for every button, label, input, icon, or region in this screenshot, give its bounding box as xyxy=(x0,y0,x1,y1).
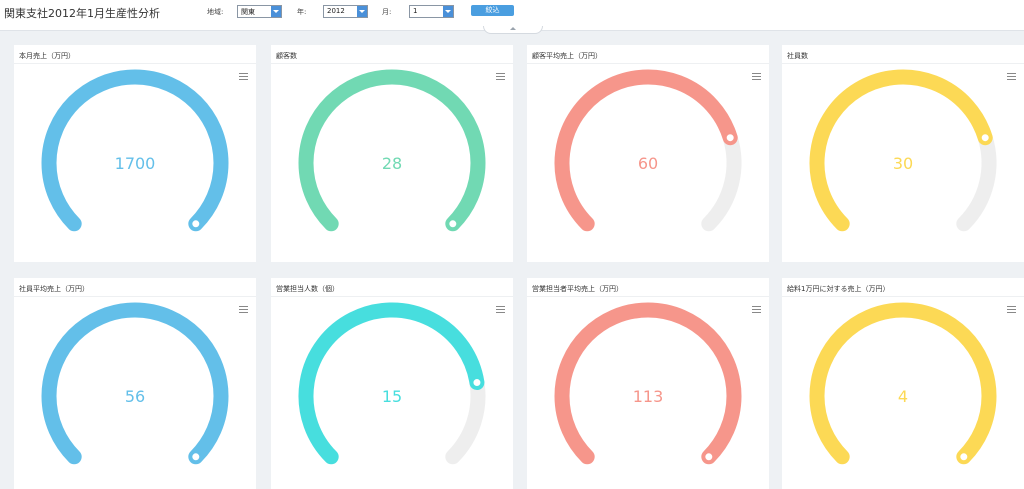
gauge-progress-bar xyxy=(554,302,742,465)
gauge-card: 顧客平均売上（万円） 60 xyxy=(527,45,769,262)
region-select-value: 関東 xyxy=(241,8,255,16)
card-title: 営業担当人数（個） xyxy=(276,285,339,293)
card-title: 営業担当者平均売上（万円） xyxy=(532,285,623,293)
gauge-progress-bar xyxy=(298,302,485,465)
gauge-chart: 113 xyxy=(554,302,742,465)
page-title: 関東支社2012年1月生産性分析 xyxy=(4,7,160,20)
card-header: 営業担当者平均売上（万円） xyxy=(527,278,769,297)
gauge-value: 4 xyxy=(898,387,908,406)
gauge-pointer xyxy=(724,132,736,144)
gauge-value: 56 xyxy=(125,387,145,406)
year-label: 年: xyxy=(297,8,307,16)
card-title: 本月売上（万円） xyxy=(19,52,75,60)
gauge-pointer xyxy=(703,451,715,463)
region-select[interactable]: 関東 xyxy=(237,5,282,18)
gauge-pointer xyxy=(471,377,483,389)
month-select-value: 1 xyxy=(413,7,418,15)
collapse-toggle[interactable] xyxy=(483,26,543,34)
gauge-track xyxy=(956,130,997,232)
menu-icon[interactable] xyxy=(1007,306,1016,313)
gauge-value: 113 xyxy=(633,387,664,406)
region-label: 地域: xyxy=(207,8,224,16)
gauge-pointer xyxy=(979,132,991,144)
menu-icon[interactable] xyxy=(1007,73,1016,80)
menu-icon[interactable] xyxy=(752,306,761,313)
card-header: 社員平均売上（万円） xyxy=(14,278,256,297)
card-title: 社員数 xyxy=(787,52,808,60)
gauge-card: 本月売上（万円） 1700 xyxy=(14,45,256,262)
gauge-pointer xyxy=(190,451,202,463)
gauge-progress-bar xyxy=(41,69,229,232)
menu-icon[interactable] xyxy=(496,306,505,313)
gauge-progress-bar xyxy=(41,302,229,465)
gauge-chart: 1700 xyxy=(41,69,229,232)
menu-icon[interactable] xyxy=(752,73,761,80)
year-select[interactable]: 2012 xyxy=(323,5,368,18)
gauge-track xyxy=(701,130,742,232)
gauge-progress-bar xyxy=(554,69,738,232)
card-title: 顧客数 xyxy=(276,52,297,60)
gauge-progress-bar xyxy=(298,69,486,232)
chevron-down-icon[interactable] xyxy=(271,6,281,17)
chevron-down-icon[interactable] xyxy=(357,6,367,17)
card-header: 給料1万円に対する売上（万円） xyxy=(782,278,1024,297)
card-title: 顧客平均売上（万円） xyxy=(532,52,602,60)
menu-icon[interactable] xyxy=(496,73,505,80)
gauge-chart: 60 xyxy=(554,69,742,232)
gauge-card: 社員数 30 xyxy=(782,45,1024,262)
gauge-value: 15 xyxy=(382,387,402,406)
month-select[interactable]: 1 xyxy=(409,5,454,18)
gauge-chart: 15 xyxy=(298,302,486,465)
gauge-track xyxy=(445,375,486,465)
card-title: 給料1万円に対する売上（万円） xyxy=(787,285,890,293)
card-header: 顧客平均売上（万円） xyxy=(527,45,769,64)
chevron-down-icon[interactable] xyxy=(443,6,453,17)
month-label: 月: xyxy=(382,8,392,16)
card-header: 本月売上（万円） xyxy=(14,45,256,64)
gauge-pointer xyxy=(447,218,459,230)
card-title: 社員平均売上（万円） xyxy=(19,285,89,293)
gauge-card: 社員平均売上（万円） 56 xyxy=(14,278,256,489)
top-bar: 関東支社2012年1月生産性分析 地域: 関東 年: 2012 月: 1 絞込 xyxy=(0,0,1024,31)
gauge-progress-bar xyxy=(809,69,993,232)
gauge-pointer xyxy=(190,218,202,230)
gauge-card: 営業担当者平均売上（万円） 113 xyxy=(527,278,769,489)
gauge-chart: 56 xyxy=(41,302,229,465)
menu-icon[interactable] xyxy=(239,306,248,313)
gauge-chart: 30 xyxy=(809,69,997,232)
menu-icon[interactable] xyxy=(239,73,248,80)
gauge-value: 1700 xyxy=(115,154,156,173)
gauge-value: 60 xyxy=(638,154,658,173)
card-header: 社員数 xyxy=(782,45,1024,64)
gauge-value: 28 xyxy=(382,154,402,173)
filter-button[interactable]: 絞込 xyxy=(471,5,514,16)
gauge-value: 30 xyxy=(893,154,913,173)
card-header: 顧客数 xyxy=(271,45,513,64)
gauge-card: 営業担当人数（個） 15 xyxy=(271,278,513,489)
year-select-value: 2012 xyxy=(327,7,345,15)
gauge-progress-bar xyxy=(809,302,997,465)
gauge-card: 顧客数 28 xyxy=(271,45,513,262)
gauge-pointer xyxy=(958,451,970,463)
card-header: 営業担当人数（個） xyxy=(271,278,513,297)
gauge-chart: 28 xyxy=(298,69,486,232)
gauge-card: 給料1万円に対する売上（万円） 4 xyxy=(782,278,1024,489)
gauge-chart: 4 xyxy=(809,302,997,465)
